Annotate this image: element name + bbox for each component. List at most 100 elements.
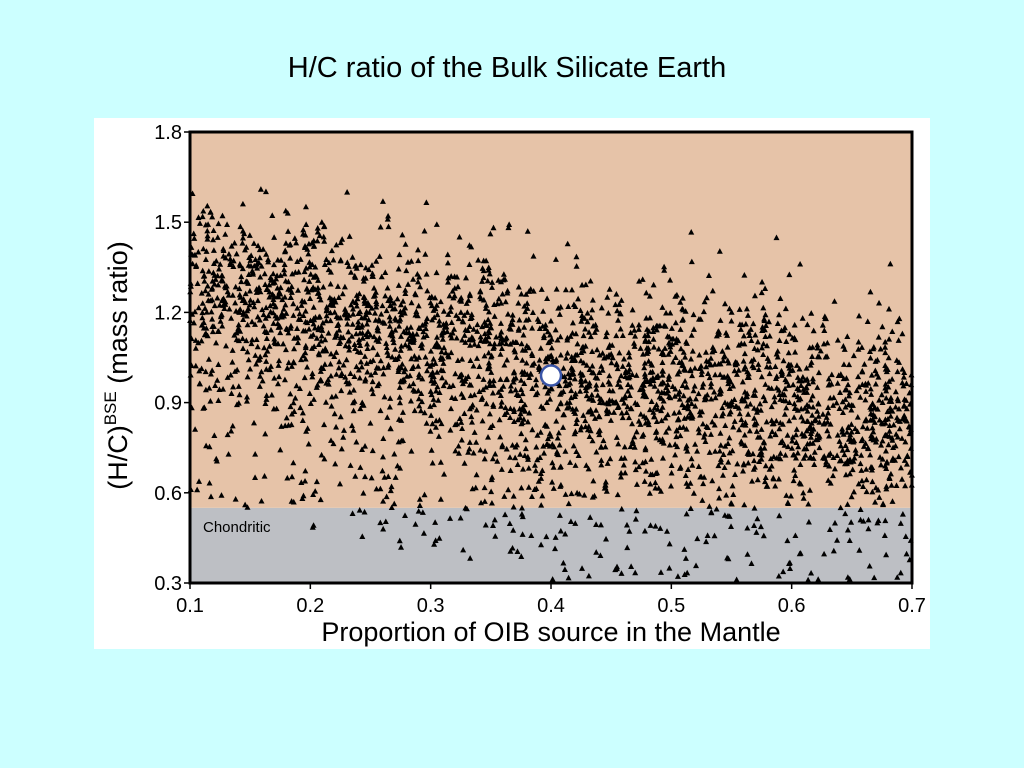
data-point-triangle — [242, 501, 249, 508]
data-point-triangle — [221, 305, 228, 312]
data-point-triangle — [578, 318, 585, 324]
data-point-triangle — [596, 431, 603, 438]
data-point-triangle — [775, 454, 782, 461]
data-point-triangle — [691, 383, 698, 389]
data-point-triangle — [310, 491, 317, 498]
data-point-triangle — [800, 417, 807, 424]
data-point-triangle — [192, 426, 199, 432]
data-point-triangle — [436, 389, 443, 395]
data-point-triangle — [277, 272, 284, 278]
data-point-triangle — [652, 523, 659, 529]
data-point-triangle — [392, 346, 399, 352]
data-point-triangle — [632, 516, 639, 522]
data-point-triangle — [863, 488, 870, 495]
data-point-triangle — [191, 235, 198, 241]
data-point-triangle — [632, 458, 639, 465]
data-point-triangle — [702, 438, 709, 444]
data-point-triangle — [239, 200, 246, 207]
data-point-triangle — [468, 314, 475, 321]
data-point-triangle — [809, 344, 816, 350]
chondritic-region-label: Chondritic — [203, 519, 271, 536]
data-point-triangle — [805, 380, 812, 387]
data-point-triangle — [626, 366, 633, 372]
data-point-triangle — [302, 355, 309, 362]
data-point-triangle — [448, 405, 455, 412]
data-point-triangle — [869, 464, 876, 471]
data-point-triangle — [421, 227, 428, 234]
data-point-triangle — [288, 421, 295, 428]
data-point-triangle — [586, 433, 593, 439]
data-point-triangle — [899, 366, 906, 372]
data-point-triangle — [585, 572, 592, 579]
data-point-triangle — [889, 437, 896, 443]
data-point-triangle — [607, 380, 614, 387]
data-point-triangle — [781, 391, 788, 398]
data-point-triangle — [581, 315, 588, 321]
data-point-triangle — [581, 492, 588, 498]
y-tick-label: 0.9 — [154, 393, 182, 415]
data-point-triangle — [724, 332, 731, 338]
data-point-triangle — [735, 367, 742, 373]
data-point-triangle — [814, 344, 821, 351]
data-point-triangle — [342, 342, 349, 349]
data-point-triangle — [762, 474, 769, 481]
data-point-triangle — [473, 471, 480, 478]
data-point-triangle — [287, 254, 294, 261]
data-point-triangle — [762, 333, 769, 339]
data-point-triangle — [202, 330, 209, 336]
data-point-triangle — [794, 449, 801, 456]
data-point-triangle — [214, 377, 221, 383]
data-point-triangle — [666, 565, 673, 571]
data-point-triangle — [744, 390, 751, 397]
data-point-triangle — [844, 526, 851, 533]
data-point-triangle — [871, 413, 878, 419]
data-point-triangle — [427, 348, 434, 354]
data-point-triangle — [408, 447, 415, 454]
data-point-triangle — [859, 368, 866, 375]
data-point-triangle — [888, 482, 895, 488]
data-point-triangle — [347, 370, 354, 376]
data-point-triangle — [407, 324, 414, 330]
data-point-triangle — [424, 367, 431, 374]
data-point-triangle — [763, 418, 770, 425]
data-point-triangle — [713, 505, 720, 512]
data-point-triangle — [433, 387, 440, 394]
data-point-triangle — [850, 458, 857, 464]
data-point-triangle — [364, 302, 371, 309]
data-point-triangle — [677, 326, 684, 332]
data-point-triangle — [451, 292, 458, 299]
data-point-triangle — [518, 340, 525, 347]
data-point-triangle — [428, 412, 435, 418]
data-point-triangle — [594, 346, 601, 353]
data-point-triangle — [301, 374, 308, 381]
data-point-triangle — [498, 466, 505, 472]
data-point-triangle — [624, 403, 631, 410]
data-point-triangle — [203, 442, 210, 449]
data-point-triangle — [327, 280, 334, 287]
data-point-triangle — [650, 281, 657, 288]
data-point-triangle — [664, 411, 671, 418]
data-point-triangle — [573, 448, 580, 455]
data-point-triangle — [887, 404, 894, 411]
data-point-triangle — [257, 353, 264, 360]
data-point-triangle — [625, 381, 632, 388]
data-point-triangle — [238, 278, 245, 285]
data-point-triangle — [385, 361, 392, 368]
data-point-triangle — [362, 473, 369, 480]
data-point-triangle — [839, 447, 846, 453]
data-point-triangle — [375, 365, 382, 371]
data-point-triangle — [260, 246, 267, 252]
data-point-triangle — [547, 331, 554, 338]
data-point-triangle — [593, 407, 600, 413]
data-point-triangle — [728, 309, 735, 315]
data-point-triangle — [614, 404, 621, 410]
data-point-triangle — [547, 385, 554, 392]
data-point-triangle — [373, 298, 380, 304]
data-point-triangle — [633, 428, 640, 435]
data-point-triangle — [837, 371, 844, 377]
data-point-triangle — [479, 265, 486, 271]
data-point-triangle — [388, 297, 395, 304]
data-point-triangle — [547, 338, 554, 344]
data-point-triangle — [744, 551, 751, 557]
data-point-triangle — [445, 278, 452, 285]
